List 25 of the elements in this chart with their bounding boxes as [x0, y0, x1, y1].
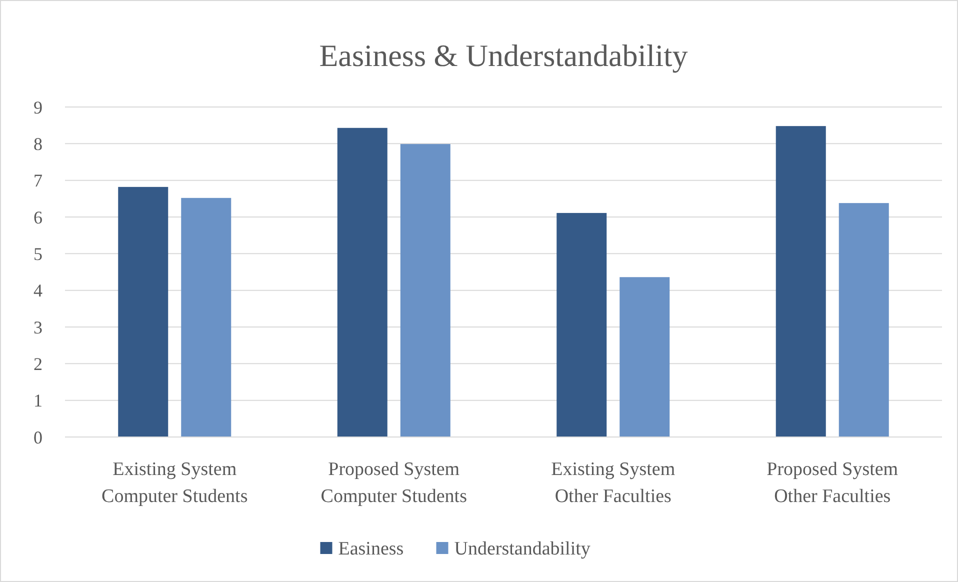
y-tick-label: 6	[34, 207, 42, 228]
legend-label: Easiness	[338, 538, 404, 560]
bar	[776, 126, 826, 437]
bar	[838, 203, 889, 437]
x-tick-label: Proposed System Computer Students	[320, 459, 467, 507]
x-tick-label: Existing System Computer Students	[102, 459, 248, 507]
y-tick-label: 8	[34, 134, 42, 154]
y-tick-label: 7	[34, 170, 42, 191]
chart-title: Easiness & Understandability	[319, 38, 688, 73]
bar	[181, 198, 232, 437]
bar	[400, 144, 450, 437]
bar	[620, 277, 670, 437]
y-tick-label: 9	[34, 97, 42, 118]
legend-label: Understandability	[454, 538, 591, 560]
y-tick-label: 4	[34, 280, 42, 301]
bar	[556, 212, 607, 437]
y-tick-label: 2	[34, 354, 42, 374]
y-tick-label: 1	[34, 390, 42, 411]
bar	[337, 128, 388, 437]
x-tick-label: Proposed System Other Faculties	[766, 459, 898, 507]
x-tick-label: Existing System Other Faculties	[551, 459, 676, 507]
y-tick-label: 5	[34, 244, 42, 264]
y-tick-label: 0	[34, 427, 42, 448]
bar	[118, 186, 168, 437]
y-tick-label: 3	[34, 317, 42, 338]
